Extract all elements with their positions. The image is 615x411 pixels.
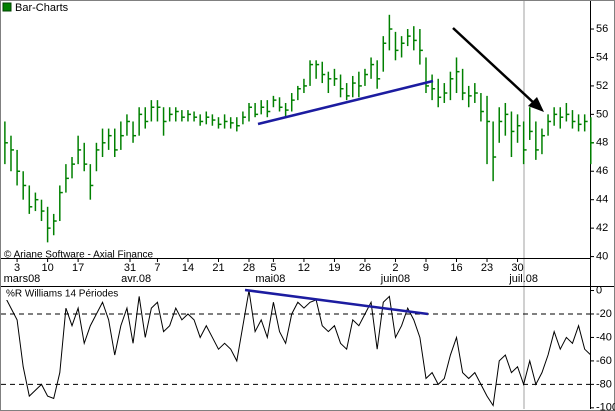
chart-title: Bar-Charts (15, 2, 69, 14)
y-tick-label: -20 (596, 308, 612, 320)
y-tick-label: 50 (596, 108, 608, 120)
month-label: mars08 (4, 273, 41, 285)
x-tick-label: 3 (14, 262, 20, 274)
y-tick-label: 42 (596, 222, 608, 234)
x-tick-label: 10 (41, 262, 53, 274)
y-tick-label: 44 (596, 194, 608, 206)
x-tick-label: 19 (328, 262, 340, 274)
x-tick-label: 30 (511, 262, 523, 274)
y-tick-label: -60 (596, 355, 612, 367)
y-tick-label: 0 (596, 284, 602, 296)
x-tick-label: 21 (212, 262, 224, 274)
x-tick-label: 28 (243, 262, 255, 274)
y-tick-label: 48 (596, 137, 608, 149)
y-tick-label: 40 (596, 250, 608, 262)
arrow (452, 27, 536, 105)
copyright: © Ariane Software - Axial Finance (4, 250, 154, 261)
x-tick-label: 7 (154, 262, 160, 274)
x-tick-label: 12 (298, 262, 310, 274)
x-tick-label: 31 (124, 262, 136, 274)
month-label: avr.08 (121, 273, 151, 285)
x-tick-label: 16 (450, 262, 462, 274)
x-tick-label: 2 (392, 262, 398, 274)
x-tick-label: 26 (359, 262, 371, 274)
trend-line (244, 288, 429, 316)
x-tick-label: 5 (270, 262, 276, 274)
month-label: mai08 (255, 273, 285, 285)
y-tick-label: 46 (596, 165, 608, 177)
month-label: juil.08 (508, 273, 538, 285)
title-icon (2, 2, 12, 12)
marks: 40 42 44 46 48 50 52 54 56 3 10 17 31 7 14 21 28 5 12 19 26 2… (1, 14, 615, 411)
x-tick-label: 17 (72, 262, 84, 274)
y-tick-label: -80 (596, 378, 612, 390)
x-tick-label: 23 (481, 262, 493, 274)
trend-line (257, 79, 434, 126)
y-tick-label: 54 (596, 51, 608, 63)
arrow-head (528, 97, 544, 112)
y-tick-label: -100 (596, 402, 615, 411)
y-tick-label: -40 (596, 331, 612, 343)
y-tick-label: 52 (596, 80, 608, 92)
indicator-line (4, 290, 592, 407)
month-label: juin08 (380, 273, 410, 285)
x-tick-label: 9 (423, 262, 429, 274)
label-bg (3, 288, 128, 300)
indicator-title: %R Williams 14 Périodes (6, 289, 118, 300)
y-tick-label: 56 (596, 23, 608, 35)
x-tick-label: 14 (182, 262, 194, 274)
